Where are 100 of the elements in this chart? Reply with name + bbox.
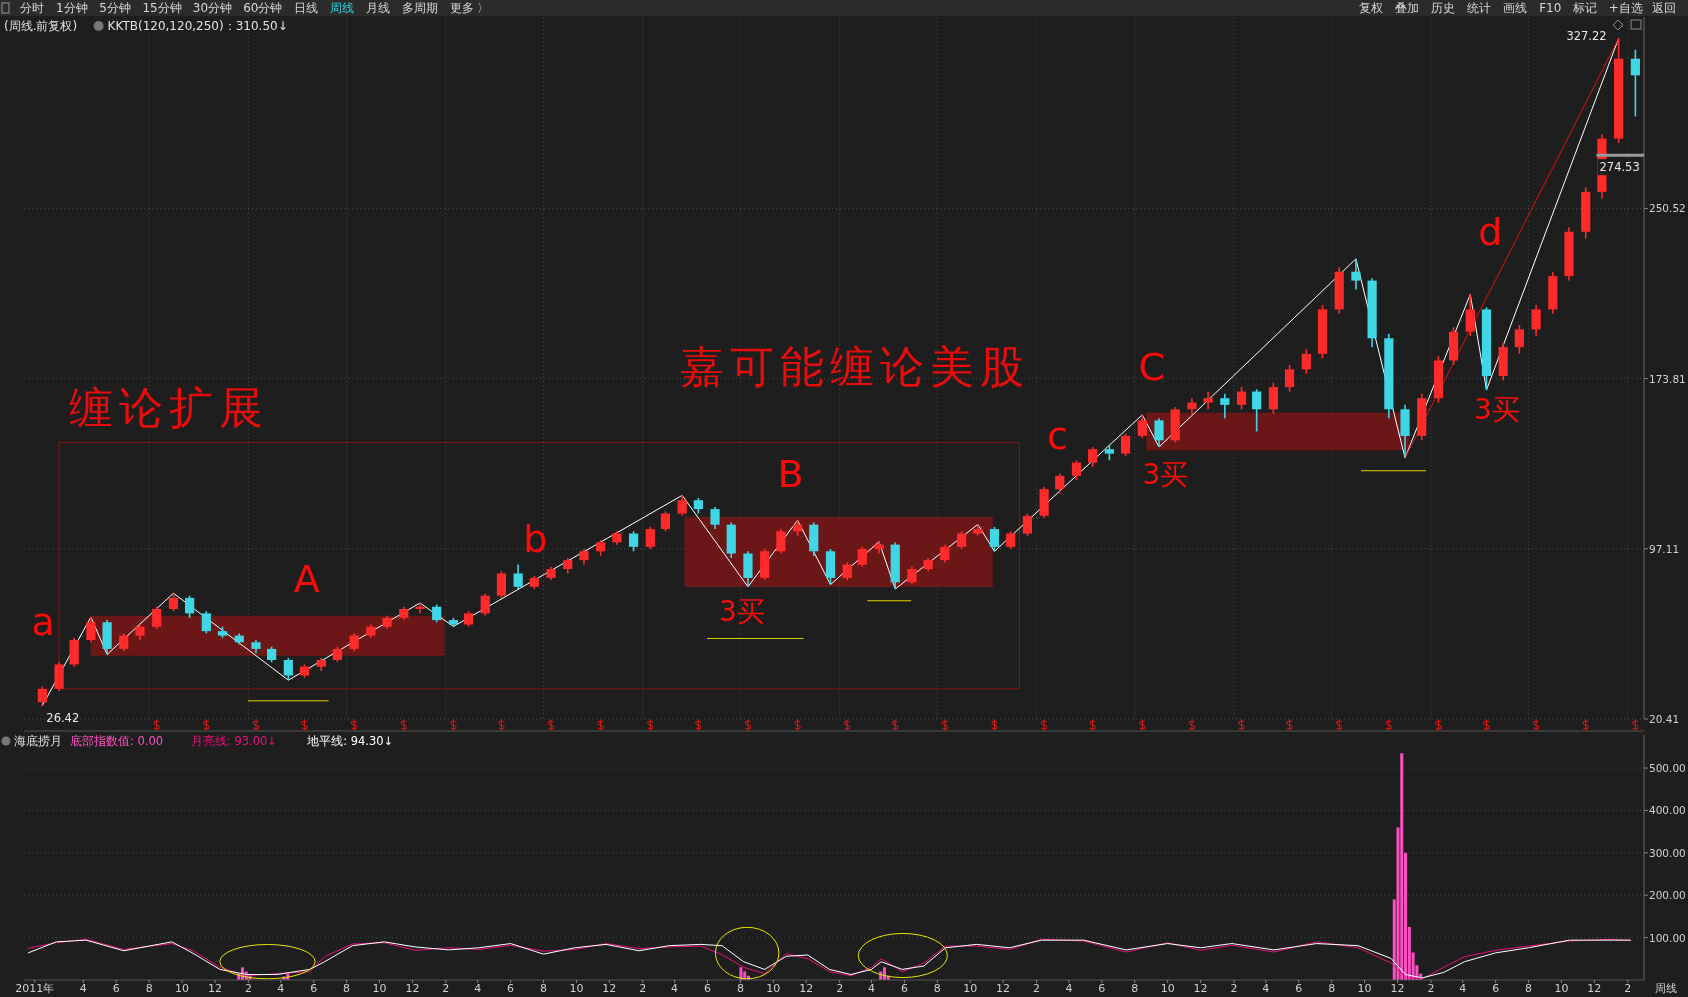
text: 地平线: 94.30↓ — [307, 734, 394, 748]
y-tick-label: 500.00 — [1649, 762, 1686, 775]
candlestick — [1268, 381, 1278, 415]
text: 画线 — [1503, 1, 1528, 15]
candlestick — [86, 616, 96, 644]
candlestick — [776, 528, 786, 555]
text: 复权 — [1359, 1, 1384, 15]
text: 多周期 — [401, 1, 438, 15]
annotation: C — [1138, 344, 1165, 389]
text: 更多 〉 — [449, 1, 490, 15]
text: 标记 — [1571, 1, 1597, 15]
annotation: a — [31, 600, 55, 645]
text: 历史 — [1431, 1, 1456, 15]
candlestick — [1137, 414, 1147, 439]
annotation: 3买 — [1142, 457, 1189, 491]
text: 月线 — [365, 1, 390, 15]
x-tick-label: 4 — [1065, 982, 1073, 995]
x-tick-label: 8 — [933, 982, 941, 995]
y-tick-label: 400.00 — [1649, 804, 1686, 817]
candlestick — [857, 546, 867, 568]
text: 30分钟 — [192, 1, 233, 15]
candlestick — [1465, 293, 1475, 337]
x-tick-label: 10 — [1357, 982, 1372, 995]
text: 15分钟 — [142, 1, 182, 15]
x-tick-label: 12 — [602, 982, 617, 995]
annotation: 3买 — [718, 595, 765, 629]
candlestick — [201, 610, 211, 635]
text: 返回 — [1652, 1, 1676, 15]
candlestick — [1055, 472, 1065, 495]
x-tick-label: 4 — [867, 982, 875, 995]
x-tick-label: 10 — [963, 982, 978, 995]
bar — [1400, 753, 1404, 980]
annotation: B — [777, 452, 804, 496]
chart-subtitle: KKTB(120,120,250)：310.50↓ — [107, 19, 288, 33]
x-tick-label: 8 — [145, 982, 153, 995]
x-tick-label: 6 — [112, 982, 120, 995]
x-tick-label: 8 — [1328, 982, 1336, 995]
annotation: b — [523, 516, 548, 561]
x-tick-label: 2 — [1230, 982, 1238, 995]
x-tick-label: 10 — [766, 982, 781, 995]
x-tick-label: 2 — [639, 982, 647, 995]
x-tick-label: 8 — [1525, 982, 1533, 995]
x-tick-label: 12 — [405, 982, 420, 995]
text: 周线 — [329, 1, 354, 15]
annotation: 26.42 — [46, 710, 80, 725]
x-tick-label: 6 — [1295, 982, 1303, 995]
x-tick-label: 6 — [900, 982, 908, 995]
candlestick — [660, 510, 671, 533]
x-tick-label: 2011年 — [15, 982, 55, 995]
annotation: 274.53 — [1599, 160, 1640, 175]
x-tick-label: 10 — [175, 982, 190, 995]
text: 月亮线: 93.00↓ — [190, 734, 277, 748]
candlestick — [415, 602, 425, 615]
candlestick — [513, 563, 523, 590]
x-tick-label: 12 — [1193, 982, 1208, 995]
candlestick — [710, 506, 720, 530]
x-tick-label: 2 — [836, 982, 844, 995]
candlestick — [1088, 446, 1098, 468]
candlestick — [628, 530, 639, 553]
y-tick-label: 97.11 — [1649, 542, 1680, 555]
candlestick — [1301, 348, 1311, 375]
x-tick-label: 8 — [343, 982, 351, 995]
text: 统计 — [1467, 1, 1492, 15]
x-tick-label: 8 — [540, 982, 547, 995]
x-tick-label: 12 — [996, 982, 1011, 995]
candlestick — [1284, 364, 1295, 393]
candlestick — [1531, 304, 1541, 337]
candlestick — [37, 685, 47, 707]
candlestick — [1252, 388, 1262, 433]
candlestick — [1022, 512, 1032, 537]
annotation: A — [293, 557, 320, 602]
candlestick — [1120, 432, 1131, 457]
candlestick — [1220, 392, 1230, 419]
annotation: 缠论扩展 — [68, 381, 269, 433]
y-tick-label: 200.00 — [1649, 889, 1686, 902]
x-tick-label: 4 — [671, 982, 679, 995]
x-tick-label: 6 — [310, 982, 318, 995]
x-tick-label: 10 — [1554, 982, 1569, 995]
candlestick — [645, 526, 655, 550]
text: 5分钟 — [99, 1, 131, 15]
annotation: 嘉可能缠论美股 — [680, 341, 1031, 393]
text: 1分钟 — [56, 1, 88, 15]
x-tick-label: 2 — [442, 982, 450, 995]
text: 日线 — [293, 1, 318, 15]
x-tick-label: 4 — [277, 982, 285, 995]
candlestick — [152, 605, 162, 630]
x-tick-label: 8 — [1131, 982, 1139, 995]
x-tick-label: 8 — [736, 982, 744, 995]
candlestick — [496, 570, 507, 599]
x-tick-label: 4 — [1262, 982, 1270, 995]
x-tick-label: 2 — [1033, 982, 1041, 995]
y-tick-label: 300.00 — [1649, 846, 1686, 859]
x-tick-label: 6 — [1098, 982, 1106, 995]
candlestick — [1071, 459, 1082, 482]
candlestick — [1154, 417, 1164, 448]
candlestick — [989, 526, 1000, 553]
y-tick-label: 250.52 — [1649, 202, 1686, 215]
x-tick-label: 12 — [207, 982, 222, 995]
x-tick-label: 4 — [474, 982, 482, 995]
text: F10 — [1539, 1, 1562, 15]
